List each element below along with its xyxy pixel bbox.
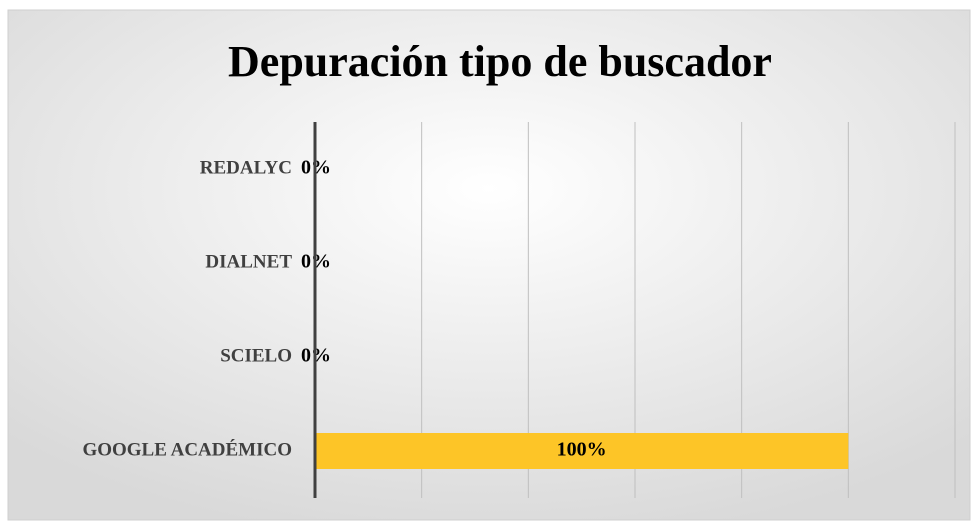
y-tick-label: GOOGLE ACADÉMICO xyxy=(82,438,292,460)
chart-title: Depuración tipo de buscador xyxy=(228,37,772,86)
value-label: 100% xyxy=(557,439,607,461)
y-tick-label: REDALYC xyxy=(200,157,292,178)
y-tick-label: DIALNET xyxy=(205,251,292,272)
y-tick-label: SCIELO xyxy=(220,345,292,366)
bar xyxy=(315,433,849,469)
